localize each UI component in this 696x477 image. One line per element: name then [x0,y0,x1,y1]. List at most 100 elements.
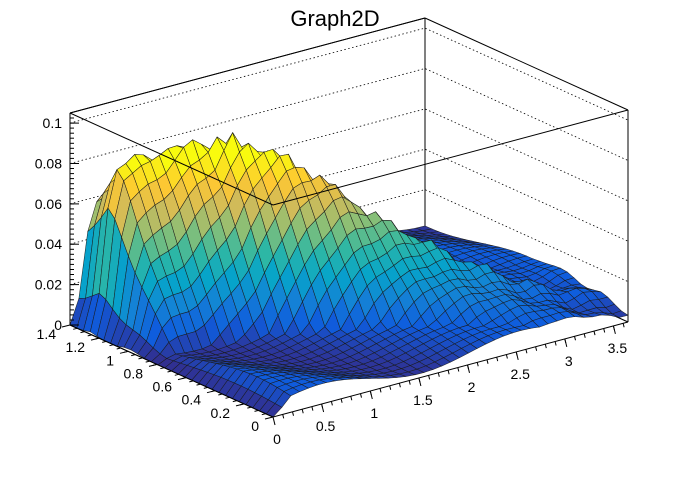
x-minor-tick [544,343,547,349]
y-tick-label: 0.6 [153,379,173,395]
z-tick-label: 0.1 [43,115,63,131]
x-tick-mark [272,416,276,426]
y-tick-mark [61,324,71,328]
y-minor-tick [131,354,136,357]
x-minor-tick [311,406,314,411]
y-minor-tick [116,347,121,350]
z-tick-label: 0.02 [35,277,62,293]
y-minor-tick [123,350,129,353]
x-tick-label: 1 [370,405,378,421]
y-minor-tick [196,383,201,386]
x-minor-tick [457,367,460,372]
y-minor-tick [80,331,85,334]
x-minor-tick [437,372,440,377]
grid-layer [69,27,629,285]
x-minor-tick [428,375,431,380]
y-tick-label: 0.2 [211,405,231,421]
y-minor-tick [87,334,92,337]
y-minor-tick [181,377,187,380]
z-grid-line [69,108,629,205]
x-minor-tick [535,346,538,351]
x-minor-tick [369,390,372,396]
x-minor-tick [583,333,586,338]
y-minor-tick [189,380,194,383]
x-minor-tick [554,341,557,346]
y-minor-tick [261,413,266,416]
x-axis-line [272,321,629,418]
y-minor-tick [254,409,259,412]
x-minor-tick [574,336,576,341]
y-tick-label: 0.8 [124,365,144,381]
y-tick-label: 0.4 [182,392,202,408]
x-tick-label: 2.5 [510,366,530,382]
y-minor-tick [73,327,78,330]
x-minor-tick [301,409,304,414]
x-tick-label: 2 [468,379,476,395]
y-minor-tick [152,363,158,366]
x-minor-tick [505,354,508,359]
y-minor-tick [160,367,165,370]
y-minor-tick [174,373,179,376]
chart-title: Graph2D [290,6,379,31]
y-minor-tick [145,360,150,363]
x-tick-label: 0 [273,431,281,447]
y-tick-label: 0 [251,418,259,434]
x-minor-tick [340,398,343,403]
x-minor-tick [593,330,596,336]
x-minor-tick [418,377,421,383]
y-minor-tick [210,390,216,393]
x-minor-tick [350,396,353,401]
y-minor-tick [94,337,100,340]
x-tick-label: 0.5 [316,418,336,434]
y-minor-tick [225,396,230,399]
y-minor-tick [138,357,143,360]
x-minor-tick [603,328,606,333]
y-tick-label: 1.2 [66,339,86,355]
y-tick-label: 1.4 [37,326,57,342]
x-minor-tick [292,411,294,416]
x-minor-tick [496,356,499,362]
box-edge [69,112,274,206]
x-tick-label: 3.5 [608,340,628,356]
x-minor-tick [282,414,285,419]
x-minor-tick [564,338,567,344]
x-tick-label: 1.5 [413,392,433,408]
y-tick-mark [264,416,274,420]
x-minor-tick [622,323,625,328]
z-grid-line [69,148,629,245]
x-minor-tick [486,359,489,364]
z-tick-label: 0 [54,317,62,333]
axes: 00.511.522.533.500.20.40.60.811.21.400.0… [35,115,628,447]
x-minor-tick [398,383,401,388]
x-minor-tick [360,393,362,398]
y-minor-tick [239,403,245,406]
box-edge [69,17,426,114]
x-minor-tick [408,380,411,385]
box-edge [424,17,629,111]
y-minor-tick [247,406,252,409]
x-minor-tick [379,388,382,393]
z-tick-label: 0.08 [35,156,62,172]
y-minor-tick [218,393,223,396]
x-minor-tick [321,403,324,409]
x-minor-tick [612,325,615,331]
z-grid-line [69,189,629,285]
y-minor-tick [203,386,208,389]
box-edge [272,109,629,206]
x-minor-tick [330,401,333,406]
x-minor-tick [447,370,450,375]
x-minor-tick [525,349,528,354]
z-grid-line [69,68,629,164]
y-minor-tick [102,340,107,343]
x-minor-tick [476,362,479,367]
y-tick-label: 1 [106,352,114,368]
y-minor-tick [232,400,237,403]
z-tick-label: 0.06 [35,196,62,212]
x-minor-tick [467,364,469,370]
y-minor-tick [109,344,114,347]
z-grid-line [69,27,629,124]
x-tick-label: 3 [565,353,573,369]
x-minor-tick [389,385,392,390]
